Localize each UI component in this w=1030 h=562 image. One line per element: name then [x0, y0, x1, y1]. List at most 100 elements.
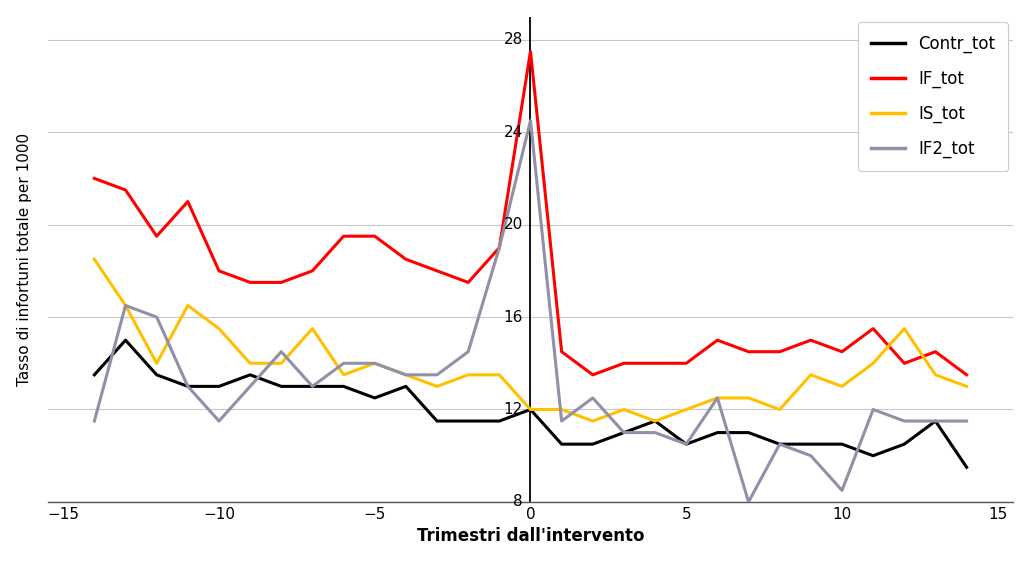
- IF_tot: [867, 325, 880, 332]
- IF_tot: [587, 371, 599, 378]
- IF2_tot: [524, 117, 537, 124]
- IS_tot: [275, 360, 287, 366]
- IF_tot: [680, 360, 692, 366]
- Text: 20: 20: [504, 217, 522, 232]
- IS_tot: [960, 383, 972, 390]
- Contr_tot: [649, 418, 661, 424]
- Line: IS_tot: IS_tot: [95, 259, 966, 421]
- IS_tot: [929, 371, 941, 378]
- IS_tot: [213, 325, 226, 332]
- IS_tot: [867, 360, 880, 366]
- Contr_tot: [369, 395, 381, 401]
- Contr_tot: [119, 337, 132, 343]
- Contr_tot: [338, 383, 350, 390]
- IF2_tot: [119, 302, 132, 309]
- IF2_tot: [587, 395, 599, 401]
- IF_tot: [244, 279, 256, 285]
- IF_tot: [275, 279, 287, 285]
- IF2_tot: [555, 418, 568, 424]
- IS_tot: [493, 371, 506, 378]
- IS_tot: [587, 418, 599, 424]
- IF2_tot: [804, 452, 817, 459]
- IS_tot: [711, 395, 723, 401]
- Line: Contr_tot: Contr_tot: [95, 340, 966, 467]
- IF2_tot: [400, 371, 412, 378]
- IS_tot: [181, 302, 194, 309]
- IS_tot: [119, 302, 132, 309]
- IF2_tot: [898, 418, 911, 424]
- IF2_tot: [462, 348, 475, 355]
- Contr_tot: [929, 418, 941, 424]
- Text: 8: 8: [513, 495, 522, 509]
- IS_tot: [774, 406, 786, 413]
- Line: IF2_tot: IF2_tot: [95, 121, 966, 502]
- IS_tot: [680, 406, 692, 413]
- IF_tot: [960, 371, 972, 378]
- Contr_tot: [555, 441, 568, 447]
- Contr_tot: [743, 429, 755, 436]
- IF_tot: [493, 244, 506, 251]
- Text: 28: 28: [504, 32, 522, 47]
- Y-axis label: Tasso di infortuni totale per 1000: Tasso di infortuni totale per 1000: [16, 133, 32, 386]
- IF2_tot: [338, 360, 350, 366]
- IF_tot: [835, 348, 848, 355]
- Contr_tot: [462, 418, 475, 424]
- IF2_tot: [867, 406, 880, 413]
- Contr_tot: [711, 429, 723, 436]
- IF2_tot: [774, 441, 786, 447]
- IF_tot: [898, 360, 911, 366]
- IF2_tot: [835, 487, 848, 494]
- IF_tot: [400, 256, 412, 262]
- IS_tot: [462, 371, 475, 378]
- Contr_tot: [587, 441, 599, 447]
- IF_tot: [150, 233, 163, 239]
- IF_tot: [618, 360, 630, 366]
- Contr_tot: [618, 429, 630, 436]
- IF_tot: [774, 348, 786, 355]
- IS_tot: [618, 406, 630, 413]
- IF2_tot: [369, 360, 381, 366]
- Contr_tot: [213, 383, 226, 390]
- IF_tot: [649, 360, 661, 366]
- IS_tot: [338, 371, 350, 378]
- Legend: Contr_tot, IF_tot, IS_tot, IF2_tot: Contr_tot, IF_tot, IS_tot, IF2_tot: [858, 22, 1008, 171]
- IS_tot: [150, 360, 163, 366]
- IS_tot: [898, 325, 911, 332]
- IS_tot: [743, 395, 755, 401]
- IS_tot: [649, 418, 661, 424]
- IF_tot: [431, 268, 443, 274]
- Contr_tot: [960, 464, 972, 470]
- IS_tot: [369, 360, 381, 366]
- Contr_tot: [524, 406, 537, 413]
- Text: 16: 16: [504, 310, 522, 325]
- Contr_tot: [244, 371, 256, 378]
- IF2_tot: [150, 314, 163, 320]
- IF2_tot: [929, 418, 941, 424]
- IF2_tot: [213, 418, 226, 424]
- IF2_tot: [743, 498, 755, 505]
- IF_tot: [213, 268, 226, 274]
- Contr_tot: [898, 441, 911, 447]
- IF2_tot: [711, 395, 723, 401]
- Contr_tot: [804, 441, 817, 447]
- Contr_tot: [400, 383, 412, 390]
- IF2_tot: [649, 429, 661, 436]
- Contr_tot: [867, 452, 880, 459]
- IF2_tot: [680, 441, 692, 447]
- Contr_tot: [89, 371, 101, 378]
- IF2_tot: [493, 244, 506, 251]
- IF2_tot: [618, 429, 630, 436]
- IF_tot: [181, 198, 194, 205]
- IF_tot: [524, 48, 537, 55]
- IF_tot: [462, 279, 475, 285]
- IS_tot: [244, 360, 256, 366]
- IS_tot: [89, 256, 101, 262]
- X-axis label: Trimestri dall'intervento: Trimestri dall'intervento: [417, 527, 644, 545]
- IS_tot: [400, 371, 412, 378]
- Contr_tot: [493, 418, 506, 424]
- IF_tot: [338, 233, 350, 239]
- Contr_tot: [275, 383, 287, 390]
- IF_tot: [555, 348, 568, 355]
- Text: 24: 24: [504, 125, 522, 140]
- IS_tot: [804, 371, 817, 378]
